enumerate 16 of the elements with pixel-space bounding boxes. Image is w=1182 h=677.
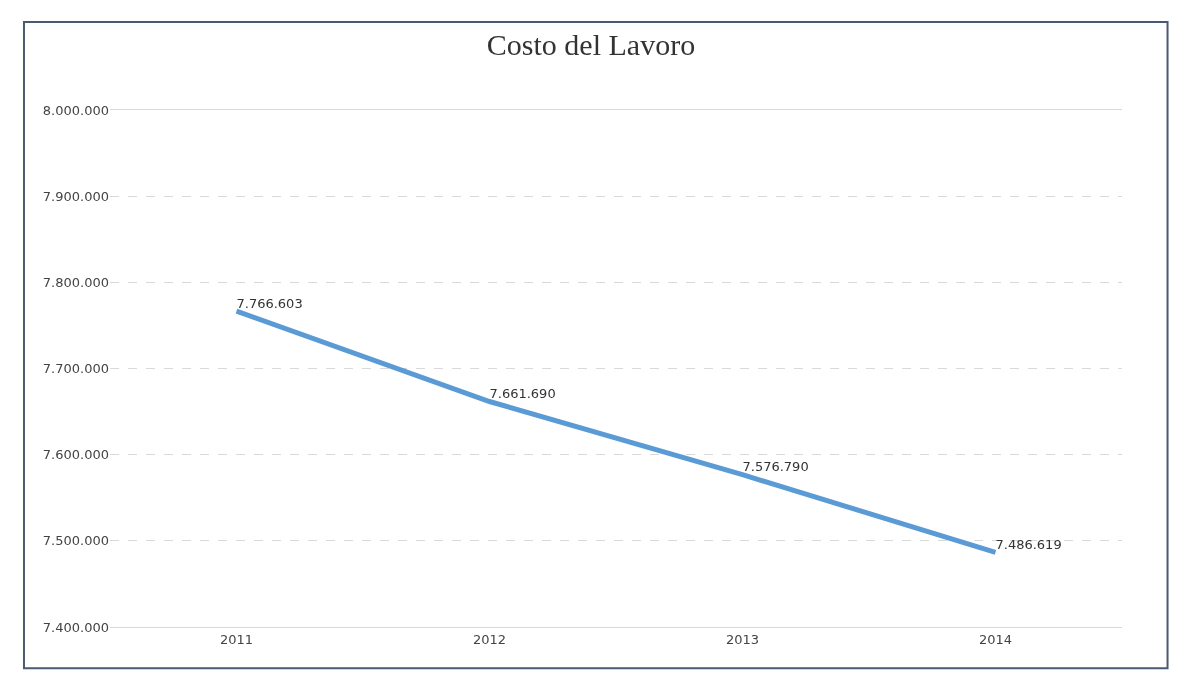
x-tick-label: 2013 bbox=[725, 631, 760, 647]
y-tick-label: 7.800.000 bbox=[42, 274, 109, 290]
y-tick-label: 7.500.000 bbox=[42, 533, 109, 549]
y-tick-label: 7.400.000 bbox=[42, 619, 109, 635]
x-tick-label: 2012 bbox=[472, 631, 507, 647]
data-label: 7.661.690 bbox=[489, 386, 556, 402]
y-tick-label: 8.000.000 bbox=[42, 102, 109, 118]
y-tick-label: 7.700.000 bbox=[42, 361, 109, 377]
x-tick-label: 2014 bbox=[978, 631, 1013, 647]
data-label: 7.486.619 bbox=[995, 537, 1062, 553]
chart-title: Costo del Lavoro bbox=[486, 27, 696, 61]
y-tick-label: 7.600.000 bbox=[42, 447, 109, 463]
data-label: 7.766.603 bbox=[236, 295, 303, 311]
x-tick-label: 2011 bbox=[219, 631, 254, 647]
data-label: 7.576.790 bbox=[742, 459, 809, 475]
y-tick-label: 7.900.000 bbox=[42, 188, 109, 204]
